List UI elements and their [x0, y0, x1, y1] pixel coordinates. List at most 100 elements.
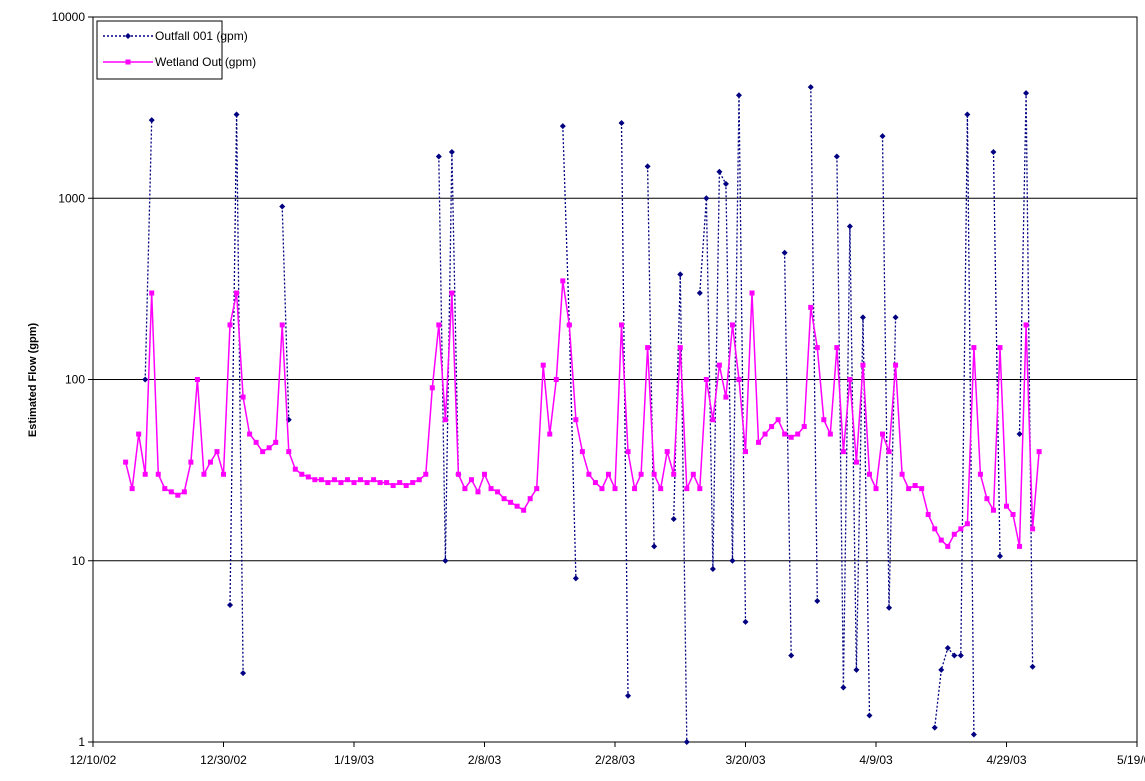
point: [240, 394, 246, 400]
y-tick-label: 10000: [52, 10, 86, 24]
x-tick-label: 12/10/02: [70, 753, 117, 767]
point: [618, 120, 625, 127]
point: [840, 684, 847, 691]
point: [951, 652, 958, 659]
point: [814, 345, 820, 351]
point: [168, 489, 174, 495]
point: [625, 449, 631, 455]
legend-marker: [125, 33, 131, 39]
point: [260, 449, 266, 455]
point: [859, 314, 866, 321]
legend-marker: [125, 59, 131, 65]
point: [938, 537, 944, 543]
point: [801, 424, 807, 430]
point: [318, 477, 324, 483]
point: [645, 345, 651, 351]
point: [188, 459, 194, 465]
point: [194, 377, 200, 382]
point: [847, 377, 853, 382]
point: [1017, 543, 1023, 549]
point: [175, 492, 181, 498]
point: [886, 449, 892, 455]
point: [945, 543, 951, 549]
point: [142, 471, 148, 477]
point: [436, 322, 442, 328]
point: [612, 486, 618, 492]
legend-box: [96, 20, 223, 80]
point: [234, 290, 240, 296]
point: [377, 480, 383, 486]
point: [495, 489, 501, 495]
point: [390, 483, 396, 489]
point: [227, 322, 233, 328]
point: [592, 480, 598, 486]
point: [690, 471, 696, 477]
point: [1023, 90, 1030, 97]
point: [247, 431, 253, 437]
point: [788, 434, 794, 440]
point: [683, 739, 690, 745]
point: [1029, 663, 1036, 670]
point: [586, 471, 592, 477]
point: [331, 477, 337, 483]
point: [559, 123, 566, 130]
point: [227, 601, 234, 608]
point: [977, 471, 983, 477]
point: [990, 507, 996, 513]
point: [553, 377, 559, 382]
point: [279, 203, 286, 210]
point: [710, 417, 716, 423]
point: [155, 471, 161, 477]
point: [703, 195, 710, 202]
point: [684, 486, 690, 492]
point: [932, 526, 938, 532]
point: [886, 604, 893, 611]
point: [808, 304, 814, 310]
point: [1004, 503, 1009, 509]
point: [273, 439, 279, 445]
x-tick-label: 4/29/03: [986, 753, 1026, 767]
point: [729, 322, 735, 328]
x-tick-label: 2/8/03: [468, 753, 502, 767]
x-tick-label: 1/19/03: [334, 753, 374, 767]
point: [722, 180, 729, 187]
point: [742, 618, 749, 625]
point: [775, 417, 781, 423]
point: [162, 486, 168, 492]
point: [573, 417, 579, 423]
point: [136, 431, 142, 437]
point: [893, 362, 899, 368]
point: [984, 496, 990, 502]
point: [957, 652, 964, 659]
point: [827, 431, 833, 437]
point: [671, 471, 677, 477]
point: [866, 712, 873, 719]
point: [807, 84, 814, 91]
point: [1010, 511, 1016, 517]
point: [762, 431, 768, 437]
point: [638, 471, 644, 477]
point: [919, 486, 925, 492]
y-tick-label: 10: [72, 554, 86, 568]
y-tick-label: 100: [65, 373, 85, 387]
x-tick-label: 4/9/03: [859, 753, 893, 767]
point: [619, 322, 625, 328]
point: [240, 670, 247, 677]
point: [996, 553, 1003, 560]
point: [566, 322, 572, 328]
point: [625, 692, 632, 699]
point: [1036, 449, 1042, 455]
point: [677, 345, 683, 351]
point: [181, 489, 187, 495]
point: [853, 666, 860, 673]
point: [892, 314, 899, 321]
point: [527, 496, 533, 502]
point: [286, 449, 292, 455]
point: [540, 362, 546, 368]
point: [429, 385, 435, 391]
point: [970, 731, 977, 738]
x-tick-label: 5/19/03: [1117, 753, 1145, 767]
legend-label: Outfall 001 (gpm): [155, 29, 248, 43]
point: [749, 290, 755, 296]
point: [1030, 526, 1036, 532]
